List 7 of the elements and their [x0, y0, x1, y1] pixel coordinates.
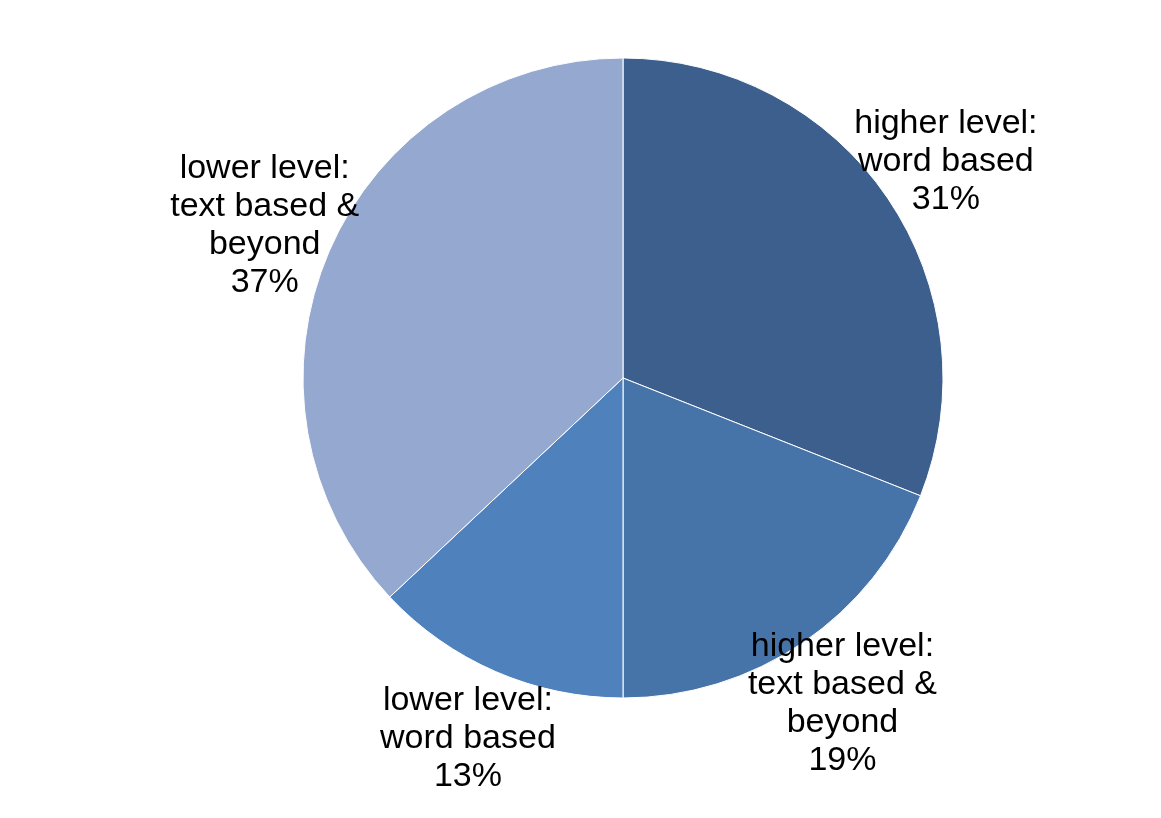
slice-label: lower level: text based & beyond — [170, 146, 360, 261]
slice-label: lower level: word based — [379, 679, 556, 756]
slice-label: higher level: word based — [854, 101, 1038, 178]
data-label: 13% — [433, 755, 502, 794]
data-label: 19% — [808, 738, 877, 777]
data-label: 37% — [230, 260, 299, 299]
data-label: 31% — [911, 177, 980, 216]
